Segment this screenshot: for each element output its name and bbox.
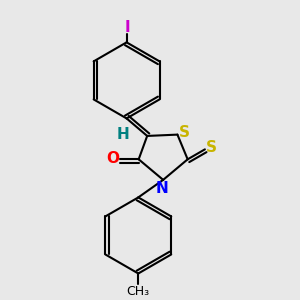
Text: S: S	[179, 125, 190, 140]
Text: I: I	[125, 20, 130, 34]
Text: H: H	[117, 128, 129, 142]
Text: CH₃: CH₃	[127, 285, 150, 298]
Text: O: O	[107, 151, 120, 166]
Text: S: S	[206, 140, 217, 155]
Text: N: N	[156, 181, 169, 196]
